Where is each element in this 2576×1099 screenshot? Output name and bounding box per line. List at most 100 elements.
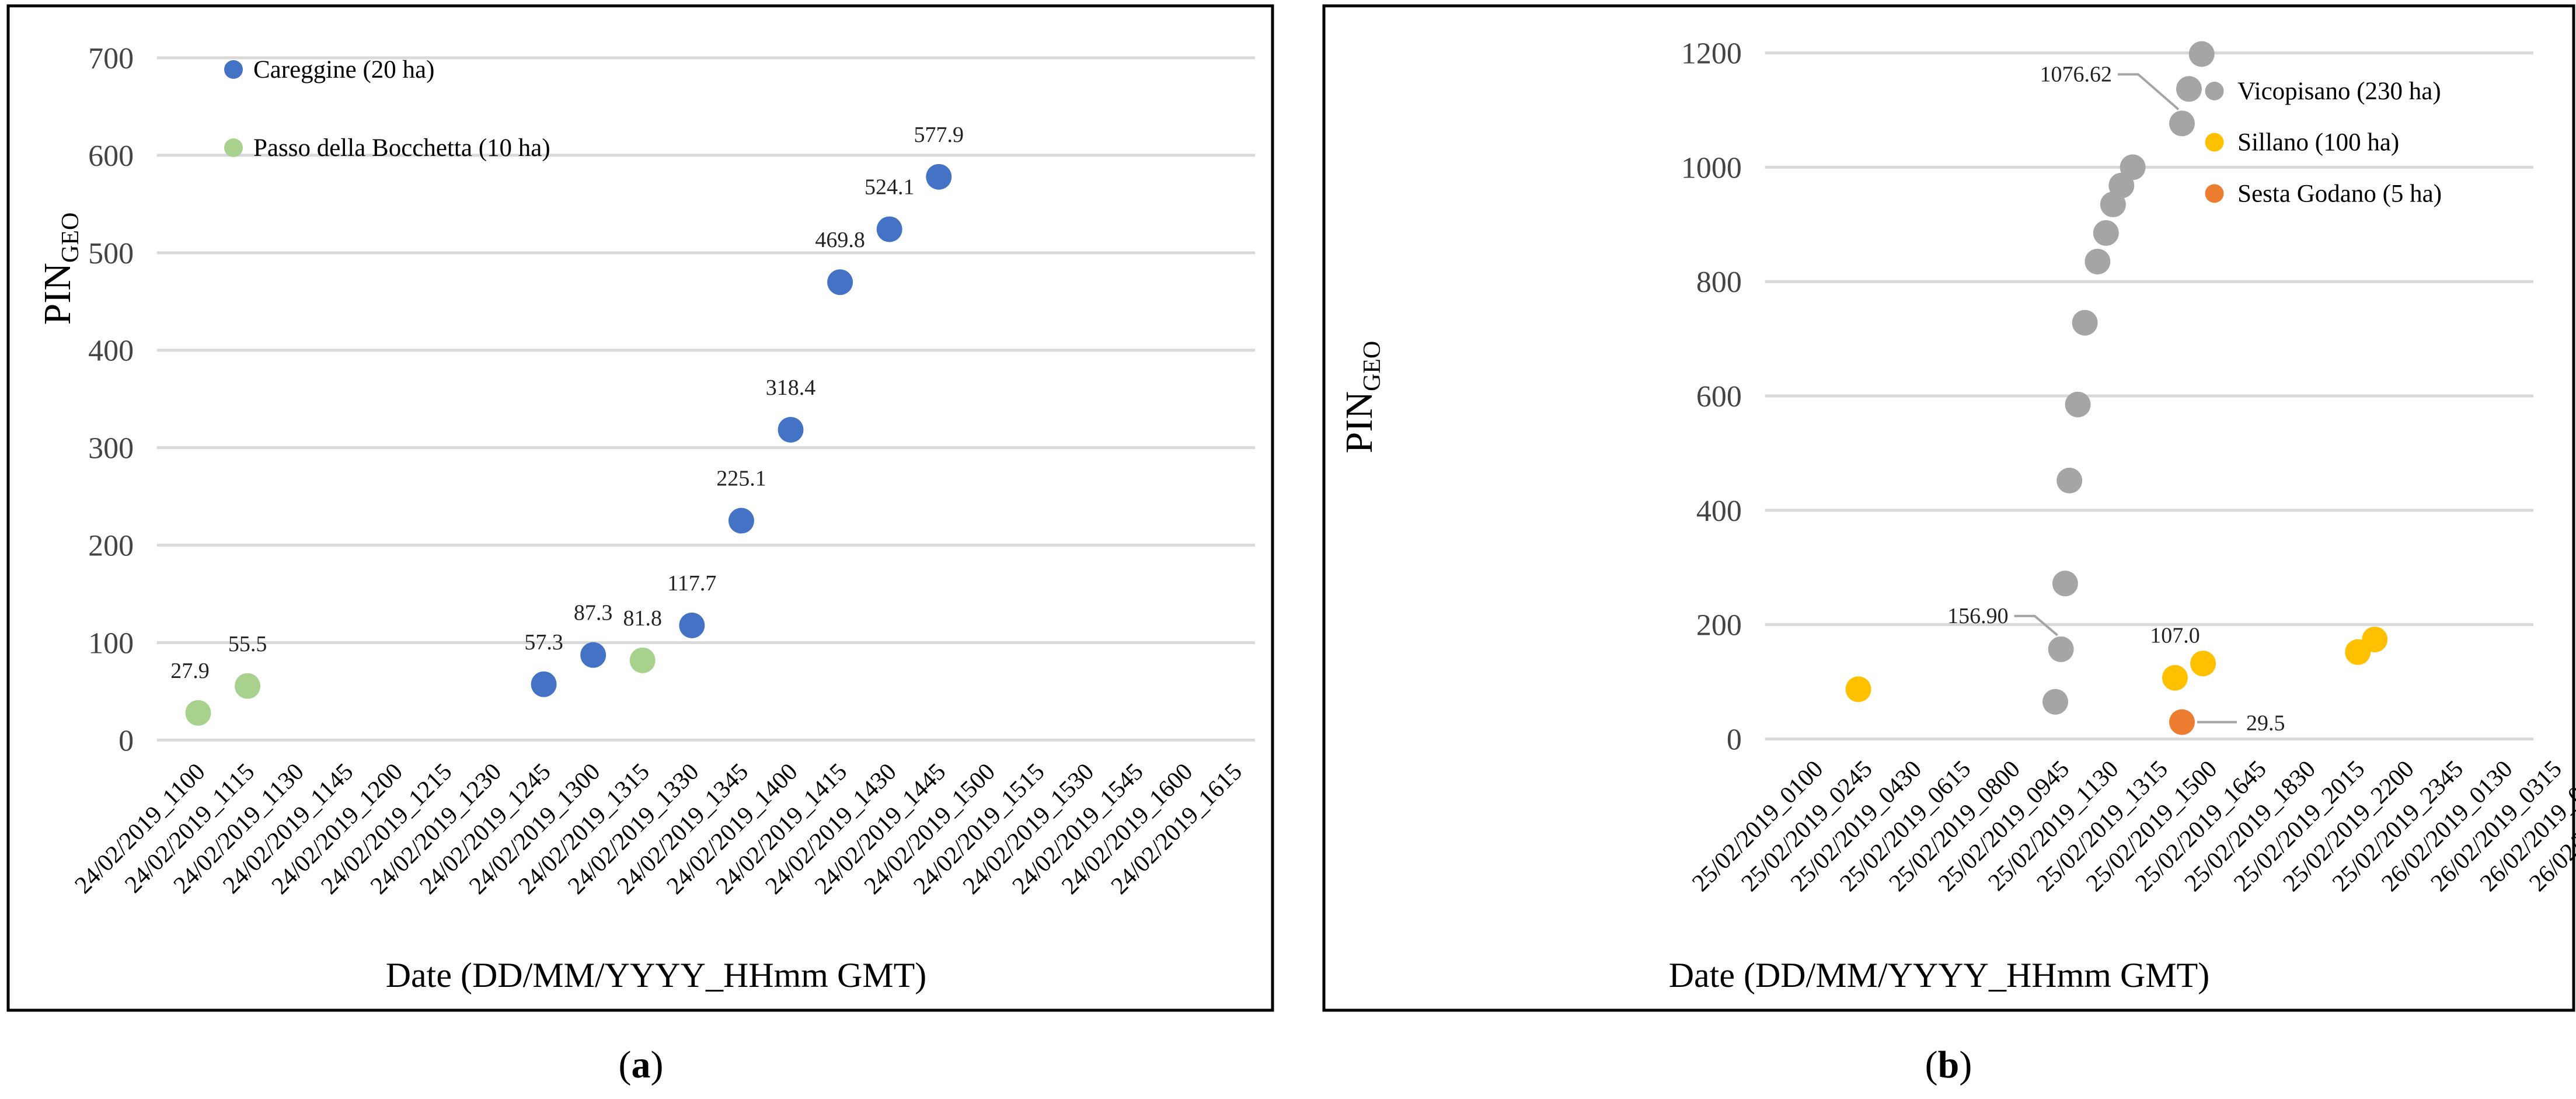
panel-b-caption-close: ) [1959,1044,1972,1086]
chart-b-data-label-sillano: 107.0 [2150,624,2200,648]
chart-b-point-sillano [2162,665,2188,691]
chart-a-y-tick-label: 300 [88,432,134,465]
chart-a-point-passo-della-bocchetta [235,673,261,699]
chart-a-y-tick-label: 400 [88,335,134,368]
chart-a-legend-label-passo-della-bocchetta: Passo della Bocchetta (10 ha) [253,134,550,162]
chart-a-points [185,164,952,726]
chart-a-data-label-careggine: 225.1 [716,467,766,491]
chart-a-gridlines [156,56,1256,742]
panel-b-caption: (b) [1925,1044,1972,1086]
panel-a-caption-close: ) [651,1044,664,1086]
chart-b-y-axis-title-subscript: GEO [1359,341,1386,391]
chart-b-y-tick-label: 1000 [1681,151,1742,185]
chart-a-point-careggine [827,269,853,295]
chart-b-legend-label-sillano: Sillano (100 ha) [2237,129,2399,156]
chart-a-point-passo-della-bocchetta [629,647,656,673]
chart-b-y-axis-title: PINGEO [1338,341,1386,454]
chart-b-data-label-sesta-godano: 29.5 [2246,711,2285,736]
chart-b-legend-marker-vicopisano [2205,81,2224,100]
chart-b-point-vicopisano [2072,309,2098,336]
chart-b-point-vicopisano [2048,636,2074,662]
chart-b-point-vicopisano [2169,110,2195,137]
chart-b-legend-label-vicopisano: Vicopisano (230 ha) [2237,78,2441,105]
chart-b-legend-marker-sesta-godano [2205,184,2224,203]
chart-a-legend-marker-passo-della-bocchetta [224,138,243,157]
chart-a-legend-label-careggine: Careggine (20 ha) [253,56,434,84]
chart-b-gridlines [1765,51,2533,740]
chart-b-data-labels: 156.90 1076.62 107.0 29.5 [1947,62,2285,735]
chart-a-data-label-careggine: 524.1 [865,175,915,200]
chart-a-legend-marker-careggine [224,60,243,79]
chart-b-y-tick-label: 400 [1696,495,1742,528]
chart-a-point-careggine [580,642,606,668]
chart-b-y-tick-label: 600 [1696,380,1742,413]
chart-b-leader-line [2118,73,2180,110]
chart-b-point-vicopisano [2084,248,2111,274]
chart-b-x-axis-title: Date (DD/MM/YYYY_HHmm GMT) [1669,956,2210,994]
chart-b-label-leader-lines [2014,73,2237,724]
chart-b-y-tick-label: 800 [1696,266,1742,299]
chart-a-y-axis-title-subscript: GEO [57,213,84,263]
chart-b-y-tick-label: 200 [1696,609,1742,642]
chart-a-y-tick-label: 200 [88,530,134,563]
chart-a-data-label-careggine: 577.9 [914,123,964,147]
chart-a-y-tick-label: 100 [88,627,134,660]
chart-a-point-passo-della-bocchetta [185,700,211,726]
chart-a-data-label-passo-della-bocchetta: 55.5 [228,632,267,656]
chart-b-point-vicopisano [2056,467,2083,493]
chart-b-y-axis-title-main: PIN [1338,391,1381,453]
panel-b-caption-open: ( [1925,1044,1938,1086]
chart-a-point-careggine [926,164,952,190]
chart-b-data-label-vicopisano: 156.90 [1947,604,2009,628]
chart-b-legend-label-sesta-godano: Sesta Godano (5 ha) [2237,180,2442,207]
chart-a-point-careggine [531,671,557,697]
chart-b-data-label-vicopisano: 1076.62 [2040,62,2113,86]
chart-a-data-label-careggine: 469.8 [815,228,865,252]
chart-b-point-vicopisano [2042,688,2069,715]
chart-a-y-tick-label: 700 [88,42,134,75]
chart-a-point-careggine [679,612,705,638]
chart-panel-a: 0 100 200 300 400 500 600 700 24/02/2019_110024… [6,4,1274,1012]
chart-b-point-sillano [1845,676,1871,702]
chart-b-legend-marker-sillano [2205,133,2224,152]
chart-a-y-tick-label: 600 [88,140,134,173]
chart-a-frame [6,4,1274,1012]
chart-a-data-label-careggine: 57.3 [524,630,563,655]
chart-b-point-vicopisano [2188,41,2215,67]
panel-a-caption-letter: a [632,1044,651,1086]
chart-a-data-label-passo-della-bocchetta: 81.8 [623,606,663,631]
chart-a-data-labels: 57.3 87.3 117.7 225.1 318.4 469.8 524.1 577.9 27… [170,123,964,683]
chart-b-point-vicopisano [2176,76,2202,102]
chart-b-point-sesta-godano [2169,709,2195,735]
chart-a-point-careggine [728,507,754,534]
chart-b-y-tick-label: 1200 [1681,37,1742,71]
chart-b-point-sillano [2362,627,2388,653]
chart-a-point-careggine [876,216,902,242]
chart-b-leader-line [2014,614,2058,637]
chart-b-y-tick-label: 0 [1727,723,1742,756]
panel-b-caption-letter: b [1938,1044,1960,1086]
chart-a-data-label-careggine: 117.7 [667,571,716,596]
chart-b-point-vicopisano [2065,391,2091,418]
panel-a-caption-open: ( [619,1044,632,1086]
chart-a-data-label-careggine: 318.4 [766,375,816,400]
chart-b-points [1845,41,2388,735]
chart-a-y-axis-title-main: PIN [36,263,79,325]
chart-b-point-sillano [2190,651,2216,677]
chart-a-data-label-passo-della-bocchetta: 27.9 [170,659,210,683]
chart-b-frame [1322,4,2575,1012]
chart-a-data-label-careggine: 87.3 [574,601,613,625]
chart-b-legend: Vicopisano (230 ha) Sillano (100 ha) Sesta… [2205,78,2442,207]
chart-b-y-ticks: 0 200 400 600 800 1000 1200 [1681,37,1742,757]
chart-a-y-tick-label: 0 [118,724,134,757]
chart-a-y-tick-label: 500 [88,237,134,270]
chart-b-point-vicopisano [2093,220,2119,246]
chart-a-y-axis-title: PINGEO [36,213,84,325]
chart-a-point-careggine [778,416,804,443]
chart-a-x-ticks: 24/02/2019_110024/02/2019_111524/02/2019… [70,759,1247,900]
chart-a-legend: Careggine (20 ha) Passo della Bocchetta (… [224,56,550,162]
chart-b-point-vicopisano [2052,571,2078,597]
panel-a-caption: (a) [619,1044,664,1086]
